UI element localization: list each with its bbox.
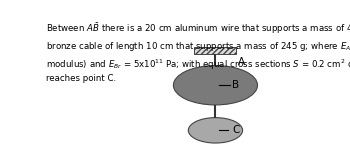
Text: A: A: [238, 57, 245, 67]
Text: B: B: [232, 80, 239, 90]
Bar: [194, 47, 236, 54]
Text: Between $A\bar{B}$ there is a 20 cm aluminum wire that supports a mass of 490 g : Between $A\bar{B}$ there is a 20 cm alum…: [47, 21, 350, 83]
Circle shape: [173, 66, 258, 105]
Text: C: C: [232, 125, 240, 135]
Circle shape: [188, 118, 243, 143]
